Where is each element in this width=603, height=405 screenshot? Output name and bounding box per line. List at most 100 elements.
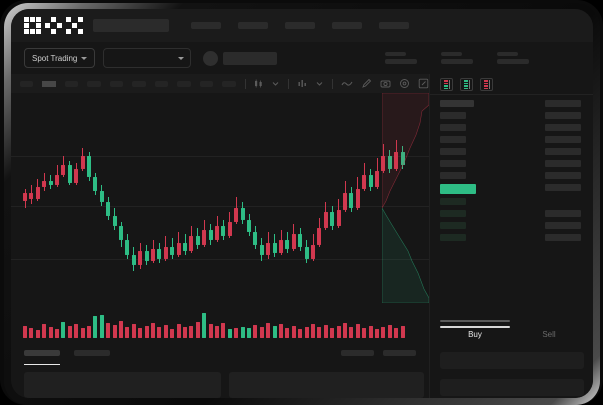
- orderbook-ask-row[interactable]: [440, 160, 466, 167]
- orderbook-ask-row[interactable]: [440, 172, 466, 179]
- trading-mode-label: Spot Trading: [32, 53, 78, 63]
- orderbook-ask-size[interactable]: [545, 148, 581, 155]
- orderbook-bid-row[interactable]: [440, 198, 466, 205]
- volume-bar: [259, 327, 264, 338]
- volume-bar: [80, 327, 85, 338]
- orderbook-ask-row[interactable]: [440, 148, 466, 155]
- global-search-input[interactable]: [93, 19, 169, 32]
- timeframe-button-8[interactable]: [177, 80, 191, 87]
- tab-buy[interactable]: Buy: [468, 330, 482, 339]
- okx-logo-mark: [24, 17, 41, 34]
- timeframe-button-3[interactable]: [64, 80, 79, 87]
- timeframe-button-2[interactable]: [42, 80, 56, 87]
- volume-bar: [195, 322, 200, 338]
- bottom-tab-bar: [24, 350, 110, 356]
- volume-bar: [311, 323, 315, 338]
- timeframe-button-7[interactable]: [154, 80, 169, 87]
- volume-bar: [227, 329, 232, 338]
- orderbook-bid-row[interactable]: [440, 210, 466, 217]
- volume-bar: [23, 326, 27, 338]
- orders-bottom-panel: [11, 342, 429, 398]
- orderbook-bid-size[interactable]: [545, 210, 581, 217]
- nav-item-4[interactable]: [332, 22, 362, 29]
- volume-bar: [221, 322, 226, 338]
- okx-logo[interactable]: [24, 17, 83, 34]
- bottom-tab-1[interactable]: [24, 350, 60, 356]
- trading-mode-dropdown[interactable]: Spot Trading: [24, 48, 96, 68]
- orderbook-last-price-row[interactable]: [440, 184, 476, 194]
- bottom-tab-2[interactable]: [74, 350, 110, 356]
- orderbook-ask-row[interactable]: [440, 136, 466, 143]
- volume-bar: [381, 327, 386, 338]
- fullscreen-icon[interactable]: [418, 78, 429, 89]
- indicators-icon[interactable]: [297, 78, 308, 89]
- orderbook-last-price-size[interactable]: [545, 184, 581, 191]
- bottom-action-2[interactable]: [383, 350, 416, 356]
- ticker-stat-value: [441, 59, 474, 64]
- bottom-action-1[interactable]: [341, 350, 374, 356]
- nav-item-5[interactable]: [379, 22, 409, 29]
- trading-pair-select[interactable]: [103, 48, 192, 68]
- volume-bar: [48, 327, 53, 338]
- orderbook-bid-size[interactable]: [545, 222, 581, 229]
- nav-item-1[interactable]: [191, 22, 221, 29]
- tab-sell[interactable]: Sell: [542, 330, 556, 339]
- volume-bar: [138, 328, 143, 338]
- orderbook-bids-icon[interactable]: [460, 78, 473, 91]
- orderbook-ask-size[interactable]: [545, 136, 581, 143]
- price-chart[interactable]: [11, 93, 429, 342]
- volume-histogram: [11, 298, 429, 338]
- timeframe-button-10[interactable]: [222, 80, 236, 87]
- volume-bar: [42, 324, 47, 338]
- orderbook-header-left[interactable]: [440, 100, 474, 107]
- line-study-icon[interactable]: [341, 79, 353, 88]
- ticker-stat-1: [385, 52, 418, 64]
- orderbook-bid-size[interactable]: [545, 234, 581, 241]
- order-price-field[interactable]: [440, 352, 584, 369]
- orderbook-asks-icon[interactable]: [480, 78, 493, 91]
- timeframe-button-5[interactable]: [109, 80, 124, 87]
- ticker-stat-label: [385, 52, 407, 56]
- volume-bar: [387, 325, 392, 338]
- indicators-dropdown-icon[interactable]: [316, 80, 323, 87]
- orderbook-ask-size[interactable]: [545, 160, 581, 167]
- volume-bar: [285, 327, 290, 338]
- volume-bar: [93, 315, 98, 338]
- orderbook-ask-size[interactable]: [545, 124, 581, 131]
- orderbook-both-icon[interactable]: [440, 78, 453, 91]
- orderbook-ask-size[interactable]: [545, 112, 581, 119]
- orderbook-bid-row[interactable]: [440, 222, 466, 229]
- drawing-pencil-icon[interactable]: [361, 78, 372, 89]
- volume-bar: [74, 323, 79, 338]
- volume-bar: [61, 321, 66, 338]
- top-header-bar: [11, 9, 593, 42]
- volume-bar: [240, 326, 245, 338]
- orderbook-ask-row[interactable]: [440, 124, 466, 131]
- nav-item-3[interactable]: [285, 22, 315, 29]
- volume-bar: [183, 326, 187, 338]
- settings-gear-icon[interactable]: [399, 78, 410, 89]
- pair-coin-avatar: [203, 50, 219, 66]
- timeframe-button-6[interactable]: [132, 80, 146, 87]
- order-amount-field[interactable]: [440, 379, 584, 396]
- volume-bar: [35, 330, 40, 338]
- chart-gridline-1: [11, 156, 429, 158]
- orderbook-bid-row[interactable]: [440, 234, 466, 241]
- timeframe-button-4[interactable]: [87, 80, 101, 87]
- orderbook-ask-size[interactable]: [545, 172, 581, 179]
- orderbook-header-right[interactable]: [545, 100, 581, 107]
- chart-type-dropdown-icon[interactable]: [272, 80, 279, 87]
- candlestick-type-icon[interactable]: [253, 78, 264, 89]
- timeframe-button-1[interactable]: [20, 80, 34, 87]
- volume-bar: [29, 328, 34, 338]
- nav-item-2[interactable]: [238, 22, 268, 29]
- orderbook-scrollbar[interactable]: [440, 320, 510, 322]
- volume-bar: [304, 326, 309, 338]
- orderbook-ask-row[interactable]: [440, 112, 466, 119]
- camera-icon[interactable]: [380, 78, 391, 89]
- timeframe-button-9[interactable]: [199, 80, 214, 87]
- volume-bar: [349, 326, 354, 338]
- okx-logo-mark-2: [45, 17, 62, 34]
- volume-bar: [323, 325, 328, 338]
